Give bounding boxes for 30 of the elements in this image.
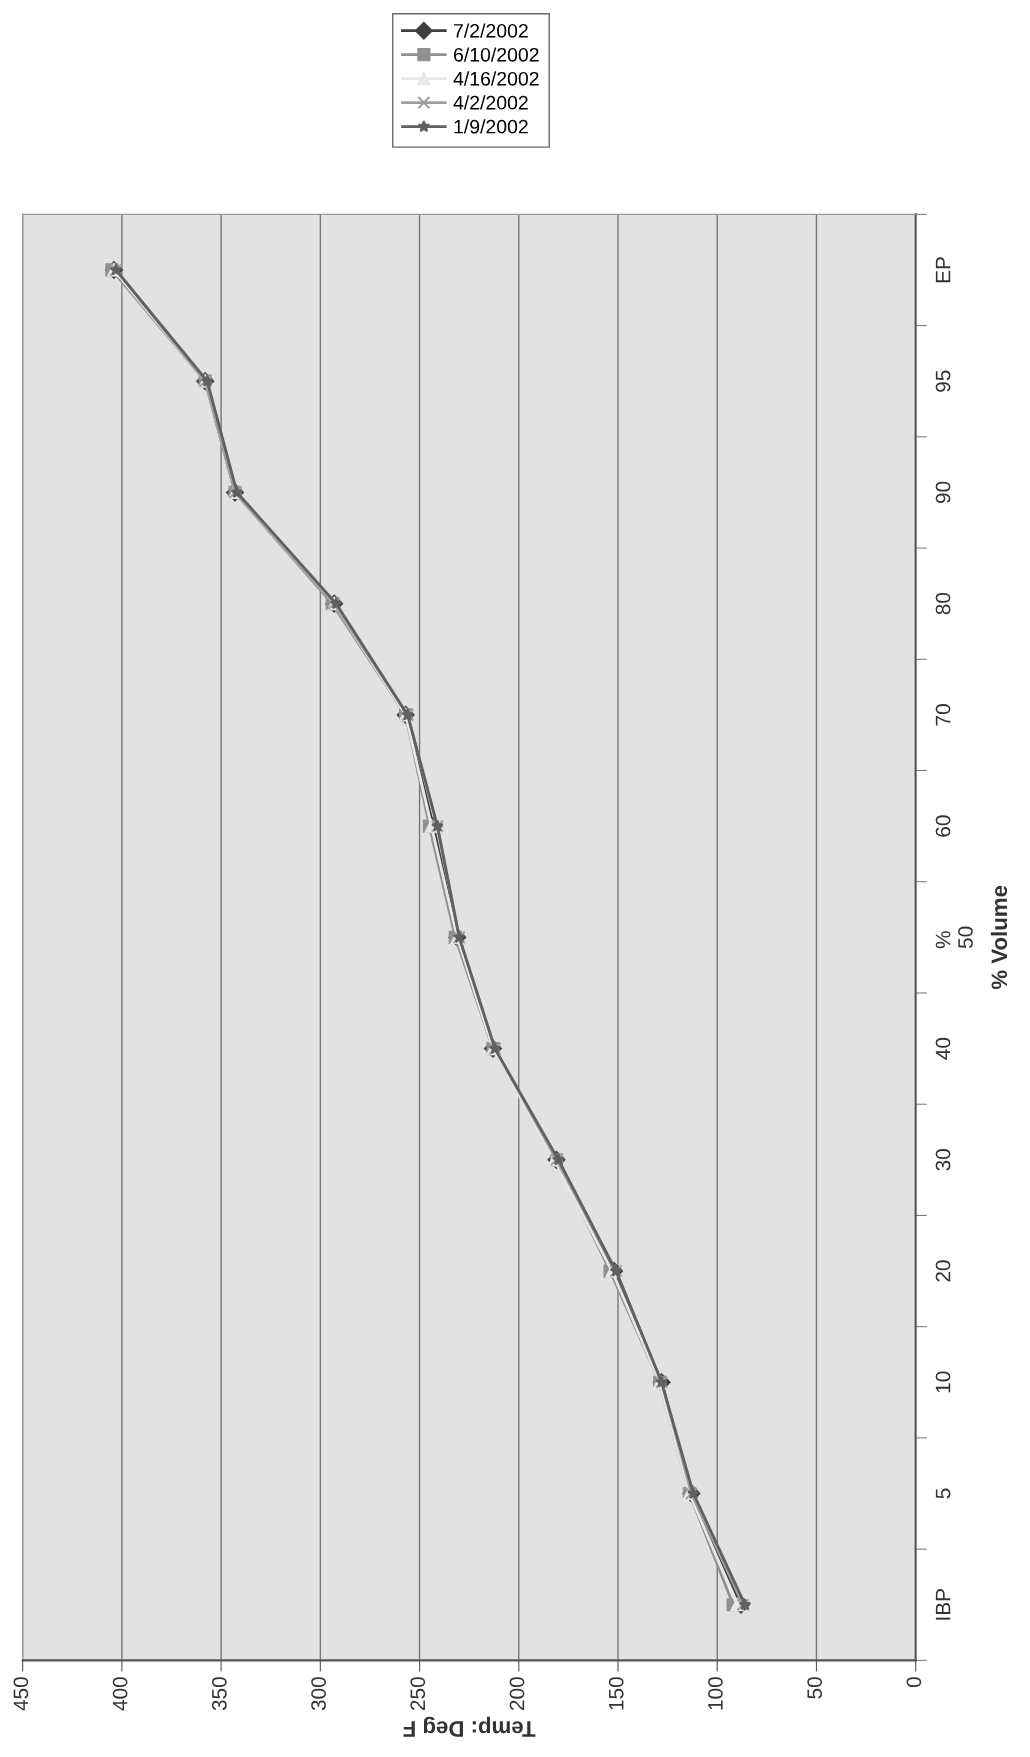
y-tick-label: 80 — [935, 592, 951, 615]
x-tick-label: 0 — [906, 1677, 922, 1688]
legend-label: 7/2/2002 — [454, 23, 528, 38]
y-tick-label: EP — [935, 257, 951, 283]
x-tick-label: 250 — [410, 1677, 426, 1711]
x-tick-label: 300 — [311, 1677, 326, 1711]
legend-label: 1/9/2002 — [454, 119, 528, 134]
y-tick-label: % 50 — [935, 926, 973, 949]
legend-label: 4/2/2002 — [453, 95, 528, 110]
y-tick-label: 5 — [935, 1488, 951, 1499]
y-axis-title: % Volume — [990, 885, 1008, 990]
legend-label: 6/10/2002 — [454, 47, 539, 62]
x-tick-label: 400 — [112, 1677, 128, 1711]
x-axis-title: Temp: Deg F — [403, 1716, 536, 1737]
x-tick-label: 50 — [807, 1677, 823, 1699]
x-tick-label: 100 — [708, 1677, 723, 1710]
y-tick-label: 70 — [935, 704, 951, 726]
y-tick-label: 60 — [935, 815, 951, 837]
y-tick-label: 10 — [935, 1371, 951, 1393]
y-tick-label: 90 — [935, 481, 951, 504]
x-tick-label: 450 — [13, 1677, 29, 1711]
legend-label: 4/16/2002 — [453, 71, 539, 86]
y-tick-label: IBP — [935, 1589, 951, 1620]
y-tick-label: 40 — [935, 1037, 951, 1060]
y-tick-label: 20 — [935, 1260, 951, 1282]
y-tick-label: 30 — [935, 1149, 951, 1171]
y-tick-label: 95 — [935, 370, 951, 392]
x-tick-label: 150 — [608, 1677, 624, 1710]
x-tick-label: 200 — [509, 1677, 525, 1711]
x-tick-label: 350 — [211, 1677, 227, 1711]
